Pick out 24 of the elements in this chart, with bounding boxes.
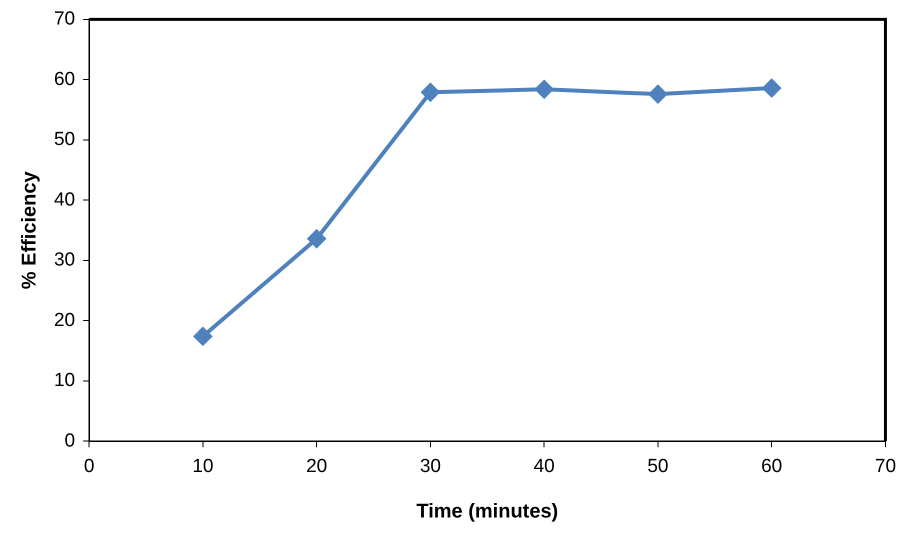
y-tick-label: 40 — [54, 189, 76, 210]
point — [421, 83, 440, 102]
y-tick-label: 0 — [64, 430, 76, 452]
y-tick-label: 10 — [54, 370, 76, 392]
x-tick-label: 70 — [874, 456, 896, 477]
x-tick-label: 40 — [534, 456, 555, 477]
point — [194, 327, 212, 346]
point — [648, 85, 667, 104]
x-tick-label: 20 — [306, 456, 328, 477]
x-tick-label: 0 — [84, 456, 94, 477]
y-axis-title: % Efficiency — [18, 170, 41, 290]
y-tick-label: 60 — [54, 68, 76, 90]
y-tick-label: 70 — [54, 8, 76, 30]
point — [762, 79, 781, 98]
y-tick-label: 30 — [54, 250, 76, 271]
x-tick-label: 10 — [192, 456, 214, 477]
point — [535, 80, 554, 98]
y-tick-label: 20 — [54, 310, 76, 331]
x-axis-title: Time (minutes) — [416, 500, 558, 523]
x-tick-label: 50 — [647, 456, 668, 477]
point — [308, 230, 326, 248]
x-tick-label: 60 — [761, 456, 782, 477]
y-tick-label: 50 — [54, 129, 76, 150]
x-tick-label: 30 — [420, 456, 441, 477]
